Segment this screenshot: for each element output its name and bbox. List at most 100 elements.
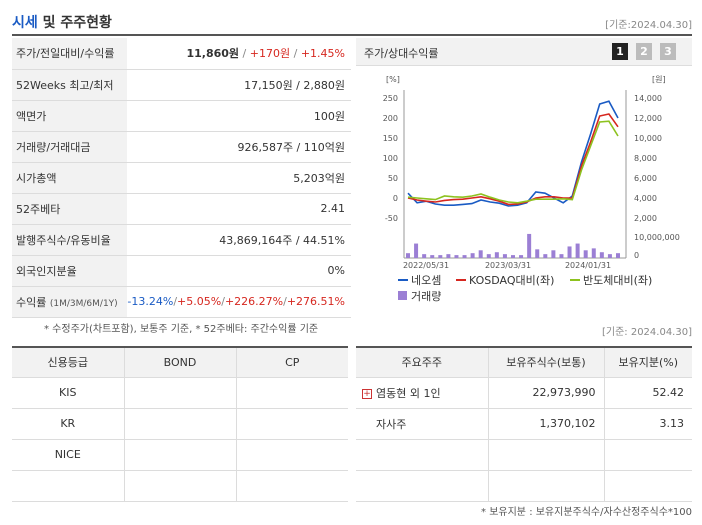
table-row: 자사주 1,370,102 3.13 — [356, 408, 692, 440]
right-tick-label: 10,000 — [634, 134, 662, 143]
table-row: 외국인지분율 0% — [12, 255, 351, 287]
row-label: 52Weeks 최고/최저 — [12, 69, 128, 101]
table-row: 거래량/거래대금 926,587주 / 110억원 — [12, 131, 351, 163]
chart-header: 주가/상대수익률 1 2 3 — [356, 38, 692, 66]
right-axis-unit: [원] — [652, 75, 666, 84]
left-tick-label: 50 — [388, 174, 398, 183]
volume-bar — [543, 254, 548, 258]
row-label: 52주베타 — [12, 193, 128, 225]
holder-pct — [603, 439, 692, 471]
expand-plus-icon[interactable]: + — [362, 388, 372, 399]
volume-bar — [462, 255, 467, 258]
volume-bar — [406, 253, 410, 258]
left-tick-label: 150 — [383, 134, 398, 143]
table-row: NICE — [12, 439, 348, 471]
table-row: + 염동현 외 1인 22,973,990 52.42 — [356, 377, 692, 409]
table-row: 발행주식수/유동비율 43,869,164주 / 44.51% — [12, 224, 351, 256]
legend-swatch — [398, 291, 407, 300]
row-value: 100원 — [127, 100, 351, 132]
series-line — [407, 113, 619, 206]
left-tick-label: 250 — [383, 94, 398, 103]
agency-cell: KR — [12, 408, 124, 440]
right-tick-label: 8,000 — [634, 154, 657, 163]
chart-title: 주가/상대수익률 — [364, 47, 439, 60]
volume-bar — [511, 255, 515, 258]
volume-bar — [438, 255, 443, 258]
row-label: 수익률 (1M/3M/6M/1Y) — [12, 286, 128, 318]
table-row: 주가/전일대비/수익률 11,860원 / +170원 / +1.45% — [12, 38, 351, 70]
table-row: 52Weeks 최고/최저 17,150원 / 2,880원 — [12, 69, 351, 101]
chart-page-1-button[interactable]: 1 — [612, 43, 628, 60]
volume-bar — [470, 253, 475, 258]
volume-bar — [430, 255, 435, 258]
volume-bar — [486, 254, 491, 258]
volume-bar — [502, 254, 507, 258]
price-chart: [%] [원] 250 200 150 100 50 0 -50 14,000 12,000 10,0… — [383, 75, 680, 303]
base-date-2: [기준: 2024.04.30] — [601, 327, 692, 338]
x-tick-label: 2024/01/31 — [565, 261, 611, 270]
volume-bar — [607, 254, 612, 258]
table-row: 수익률 (1M/3M/6M/1Y) -13.24%/+5.05%/+226.27… — [12, 286, 351, 318]
footnote-2: * 보유지분 : 보유지분주식수/자수산정주식수*100 — [481, 507, 692, 518]
row-label: 거래량/거래대금 — [12, 131, 128, 163]
section-title: 시세 및 주주현황 — [12, 15, 112, 31]
volume-bar — [446, 254, 451, 258]
left-axis-unit: [%] — [386, 75, 400, 84]
table-row — [356, 470, 692, 502]
holder-name[interactable]: + 염동현 외 1인 — [356, 377, 488, 409]
volume-bar — [494, 252, 499, 258]
chart-page-3-button[interactable]: 3 — [660, 43, 676, 60]
holder-shares: 1,370,102 — [487, 408, 604, 440]
volume-bar — [591, 248, 596, 258]
right-tick-label: 6,000 — [634, 174, 657, 183]
table-row: KR — [12, 408, 348, 440]
volume-bar — [599, 252, 604, 258]
volume-bar — [527, 233, 532, 258]
row-label: 시가총액 — [12, 162, 128, 194]
volume-bar — [559, 254, 564, 258]
row-label: 외국인지분율 — [12, 255, 128, 287]
volume-bar — [567, 246, 572, 258]
right-tick-label: 14,000 — [634, 94, 662, 103]
col-header: 보유지분(%) — [603, 347, 692, 378]
legend-label: 반도체대비(좌) — [583, 274, 652, 287]
shareholders-table: 주요주주 보유주식수(보통) 보유지분(%) + 염동현 외 1인 22,973,… — [356, 346, 692, 502]
volume-tick-label: 0 — [634, 251, 639, 260]
row-value: -13.24%/+5.05%/+226.27%/+276.51% — [127, 286, 351, 318]
chart-panel: 주가/상대수익률 1 2 3 [%] [원] 250 200 150 100 50 0 -50 1… — [356, 38, 692, 312]
holder-name — [356, 470, 488, 502]
left-tick-label: 100 — [383, 154, 398, 163]
table-row: KIS — [12, 377, 348, 409]
table-header-row: 신용등급 BOND CP — [12, 347, 348, 378]
agency-cell — [12, 470, 124, 502]
volume-bar — [519, 255, 524, 258]
row-value: 11,860원 / +170원 / +1.45% — [127, 38, 351, 70]
holder-name: 자사주 — [356, 408, 488, 440]
credit-rating-table: 신용등급 BOND CP KIS KR NICE — [12, 346, 348, 502]
row-value: 926,587주 / 110억원 — [127, 131, 351, 163]
left-tick-label: 0 — [393, 194, 398, 203]
chart-page-2-button[interactable]: 2 — [636, 43, 652, 60]
left-tick-label: -50 — [385, 214, 398, 223]
table-row — [12, 470, 348, 502]
series-line — [407, 120, 619, 204]
row-label: 액면가 — [12, 100, 128, 132]
row-value: 43,869,164주 / 44.51% — [127, 224, 351, 256]
series-line — [407, 100, 619, 207]
volume-bar — [422, 254, 427, 258]
right-tick-label: 12,000 — [634, 114, 662, 123]
row-value: 0% — [127, 255, 351, 287]
volume-bar — [454, 255, 459, 258]
holder-pct: 3.13 — [603, 408, 692, 440]
agency-cell: NICE — [12, 439, 124, 471]
agency-cell: KIS — [12, 377, 124, 409]
table-row — [356, 439, 692, 471]
volume-bar — [575, 243, 580, 258]
legend-label: KOSDAQ대비(좌) — [469, 274, 554, 287]
col-header: 주요주주 — [356, 347, 488, 378]
table-row: 52주베타 2.41 — [12, 193, 351, 225]
row-label: 주가/전일대비/수익률 — [12, 38, 128, 70]
quote-info-table: 주가/전일대비/수익률 11,860원 / +170원 / +1.45% 52W… — [12, 38, 351, 318]
right-tick-label: 4,000 — [634, 194, 657, 203]
right-tick-label: 2,000 — [634, 214, 657, 223]
